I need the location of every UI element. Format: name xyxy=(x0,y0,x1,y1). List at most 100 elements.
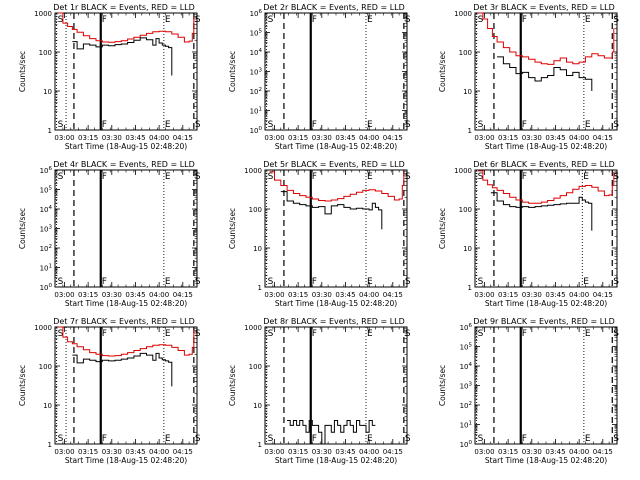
y-tick-label: 103 xyxy=(460,382,473,391)
y-tick-label: 10 xyxy=(253,245,262,253)
marker-label-top: S xyxy=(268,329,274,339)
marker-label-bottom: F xyxy=(312,277,317,287)
marker-label-bottom: S xyxy=(58,277,64,287)
marker-label-bottom: E xyxy=(585,120,591,130)
marker-label-bottom: F xyxy=(312,120,317,130)
marker-label-bottom: F xyxy=(102,434,107,444)
x-axis-label: Start Time (18-Aug-15 02:48:20) xyxy=(275,142,397,151)
x-tick-label: 03:30 xyxy=(102,448,122,456)
panel-3r: Det 3r BLACK = Events, RED = LLD 1 10 100 10… xyxy=(438,3,619,151)
x-tick-label: 03:45 xyxy=(545,291,565,299)
panel-title: Det 8r BLACK = Events, RED = LLD xyxy=(263,317,405,326)
marker-label-top: S xyxy=(195,329,201,339)
y-tick-label: 100 xyxy=(250,126,263,135)
y-tick-label: 1 xyxy=(258,441,262,449)
y-tick-label: 105 xyxy=(250,29,263,38)
x-tick-label: 03:45 xyxy=(125,134,145,142)
marker-label-top: E xyxy=(367,15,373,25)
marker-label-top: S xyxy=(58,15,64,25)
marker-label-top: E xyxy=(585,15,591,25)
marker-label-top: E xyxy=(165,15,171,25)
y-tick-label: 102 xyxy=(460,401,472,410)
plot-frame xyxy=(264,12,408,131)
y-tick-label: 1000 xyxy=(244,324,262,332)
marker-label-top: S xyxy=(613,15,619,25)
y-tick-label: 10 xyxy=(43,88,52,96)
y-axis-label: Counts/sec xyxy=(18,208,27,249)
marker-label-bottom: S xyxy=(613,277,619,287)
y-tick-label: 102 xyxy=(40,244,52,253)
marker-label-top: E xyxy=(165,329,171,339)
x-tick-label: 03:30 xyxy=(312,291,332,299)
marker-label-bottom: F xyxy=(102,277,107,287)
marker-label-bottom: S xyxy=(268,277,274,287)
marker-label-top: E xyxy=(367,329,373,339)
panel-title: Det 4r BLACK = Events, RED = LLD xyxy=(53,160,195,169)
marker-label-bottom: S xyxy=(478,277,484,287)
x-tick-label: 03:15 xyxy=(288,134,308,142)
x-tick-label: 03:30 xyxy=(312,448,332,456)
x-axis-label: Start Time (18-Aug-15 02:48:20) xyxy=(485,299,607,308)
y-tick-label: 104 xyxy=(250,48,263,57)
marker-label-top: F xyxy=(102,172,107,182)
y-tick-label: 100 xyxy=(459,49,472,57)
y-axis-label: Counts/sec xyxy=(228,365,237,406)
x-axis-label: Start Time (18-Aug-15 02:48:20) xyxy=(65,456,187,465)
marker-label-bottom: F xyxy=(102,120,107,130)
y-tick-label: 101 xyxy=(460,421,472,430)
marker-label-top: F xyxy=(522,15,527,25)
x-tick-label: 04:15 xyxy=(383,448,403,456)
marker-label-bottom: E xyxy=(367,120,373,130)
series-lld-line xyxy=(478,12,615,65)
y-axis-label: Counts/sec xyxy=(438,365,447,406)
x-tick-label: 03:45 xyxy=(125,448,145,456)
y-tick-label: 10 xyxy=(463,245,472,253)
marker-label-bottom: S xyxy=(195,120,201,130)
marker-label-top: S xyxy=(58,329,64,339)
x-tick-label: 04:15 xyxy=(173,291,193,299)
x-tick-label: 04:15 xyxy=(383,134,403,142)
y-tick-label: 1000 xyxy=(454,167,472,175)
plot-frame xyxy=(54,326,198,445)
marker-label-bottom: E xyxy=(367,434,373,444)
y-tick-label: 103 xyxy=(40,225,53,234)
x-tick-label: 03:00 xyxy=(264,291,284,299)
y-tick-label: 100 xyxy=(249,363,262,371)
series-events-line xyxy=(497,56,593,91)
y-tick-label: 100 xyxy=(459,206,472,214)
plot-frame xyxy=(474,326,618,445)
y-tick-label: 1 xyxy=(258,284,262,292)
marker-label-top: F xyxy=(522,329,527,339)
marker-label-bottom: S xyxy=(58,434,64,444)
x-tick-label: 03:30 xyxy=(522,448,542,456)
marker-label-bottom: S xyxy=(195,277,201,287)
x-tick-label: 03:15 xyxy=(498,134,518,142)
marker-label-bottom: F xyxy=(522,277,527,287)
panel-title: Det 3r BLACK = Events, RED = LLD xyxy=(473,3,615,12)
panel-4r: Det 4r BLACK = Events, RED = LLD 100 101 10… xyxy=(18,160,201,308)
marker-label-bottom: E xyxy=(583,277,589,287)
y-tick-label: 105 xyxy=(460,343,473,352)
x-tick-label: 03:45 xyxy=(335,134,355,142)
x-axis-label: Start Time (18-Aug-15 02:48:20) xyxy=(65,299,187,308)
y-tick-label: 102 xyxy=(250,87,262,96)
x-tick-label: 03:30 xyxy=(522,291,542,299)
plot-frame xyxy=(264,169,408,288)
plot-frame xyxy=(264,326,408,445)
marker-label-top: F xyxy=(102,329,107,339)
y-tick-label: 1000 xyxy=(244,167,262,175)
x-tick-label: 04:15 xyxy=(593,448,613,456)
marker-label-bottom: E xyxy=(165,434,171,444)
y-tick-label: 103 xyxy=(250,68,263,77)
y-tick-label: 10 xyxy=(253,402,262,410)
marker-label-bottom: F xyxy=(522,434,527,444)
series-lld-line xyxy=(58,12,195,43)
x-tick-label: 04:00 xyxy=(359,448,379,456)
x-tick-label: 03:30 xyxy=(102,291,122,299)
marker-label-top: S xyxy=(478,329,484,339)
marker-label-top: E xyxy=(583,172,589,182)
y-tick-label: 1 xyxy=(468,127,472,135)
x-tick-label: 03:15 xyxy=(78,448,98,456)
x-tick-label: 03:30 xyxy=(102,134,122,142)
marker-label-top: S xyxy=(58,172,64,182)
